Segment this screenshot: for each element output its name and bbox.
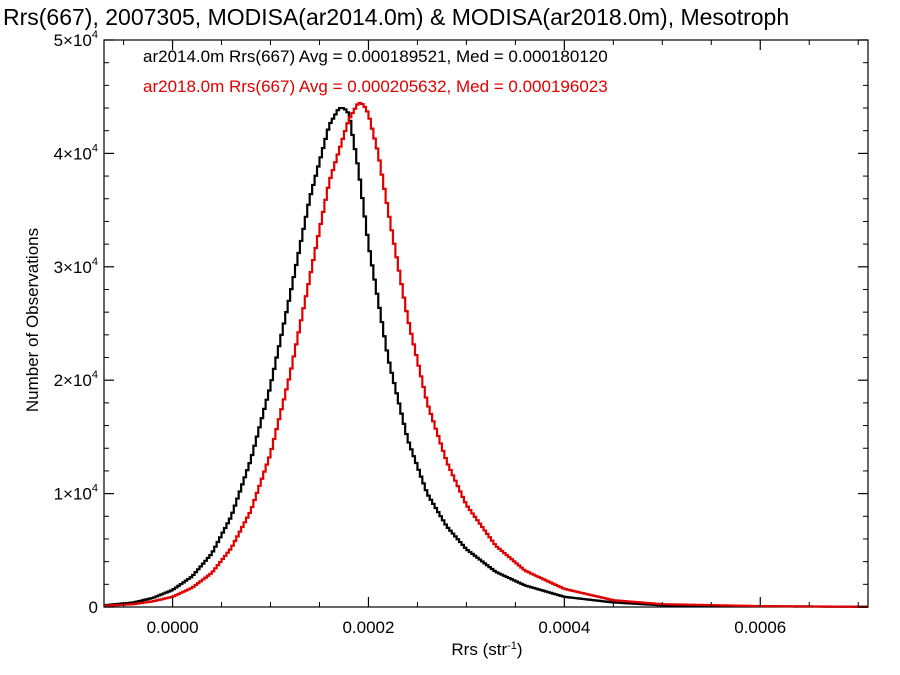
- x-tick-label: 0.0002: [342, 618, 394, 637]
- y-tick-label: 0: [89, 598, 98, 617]
- legend: ar2014.0m Rrs(667) Avg = 0.000189521, Me…: [143, 47, 608, 96]
- plot-area: 0.0000 0.0002 0.0004 0.0006 0 1×104 2×104 3×104…: [54, 29, 869, 637]
- plot-frame: [103, 39, 869, 608]
- series-layer: [104, 101, 868, 608]
- x-axis-label-suffix: ): [517, 640, 523, 659]
- series-line-2: [104, 101, 868, 608]
- y-tick-label: 4×104: [54, 142, 98, 163]
- x-axis-label-text: Rrs (str: [451, 640, 507, 659]
- y-tick-label: 5×104: [54, 29, 98, 50]
- x-tick-label: 0.0006: [734, 618, 786, 637]
- legend-entry-2: ar2018.0m Rrs(667) Avg = 0.000205632, Me…: [143, 77, 608, 96]
- y-tick-label: 2×104: [54, 369, 98, 390]
- legend-entry-1: ar2014.0m Rrs(667) Avg = 0.000189521, Me…: [143, 47, 608, 66]
- ticks-layer: 0.0000 0.0002 0.0004 0.0006 0 1×104 2×104 3×104…: [54, 29, 868, 637]
- y-tick-label: 3×104: [54, 256, 98, 277]
- x-axis-label: Rrs (str-1): [451, 640, 522, 659]
- y-axis-label: Number of Observations: [23, 228, 42, 412]
- x-axis-label-superscript: -1: [507, 640, 517, 652]
- x-tick-label: 0.0004: [538, 618, 590, 637]
- y-tick-label: 1×104: [54, 483, 98, 504]
- chart-title: Rrs(667), 2007305, MODISA(ar2014.0m) & M…: [3, 4, 789, 30]
- x-tick-label: 0.0000: [147, 618, 199, 637]
